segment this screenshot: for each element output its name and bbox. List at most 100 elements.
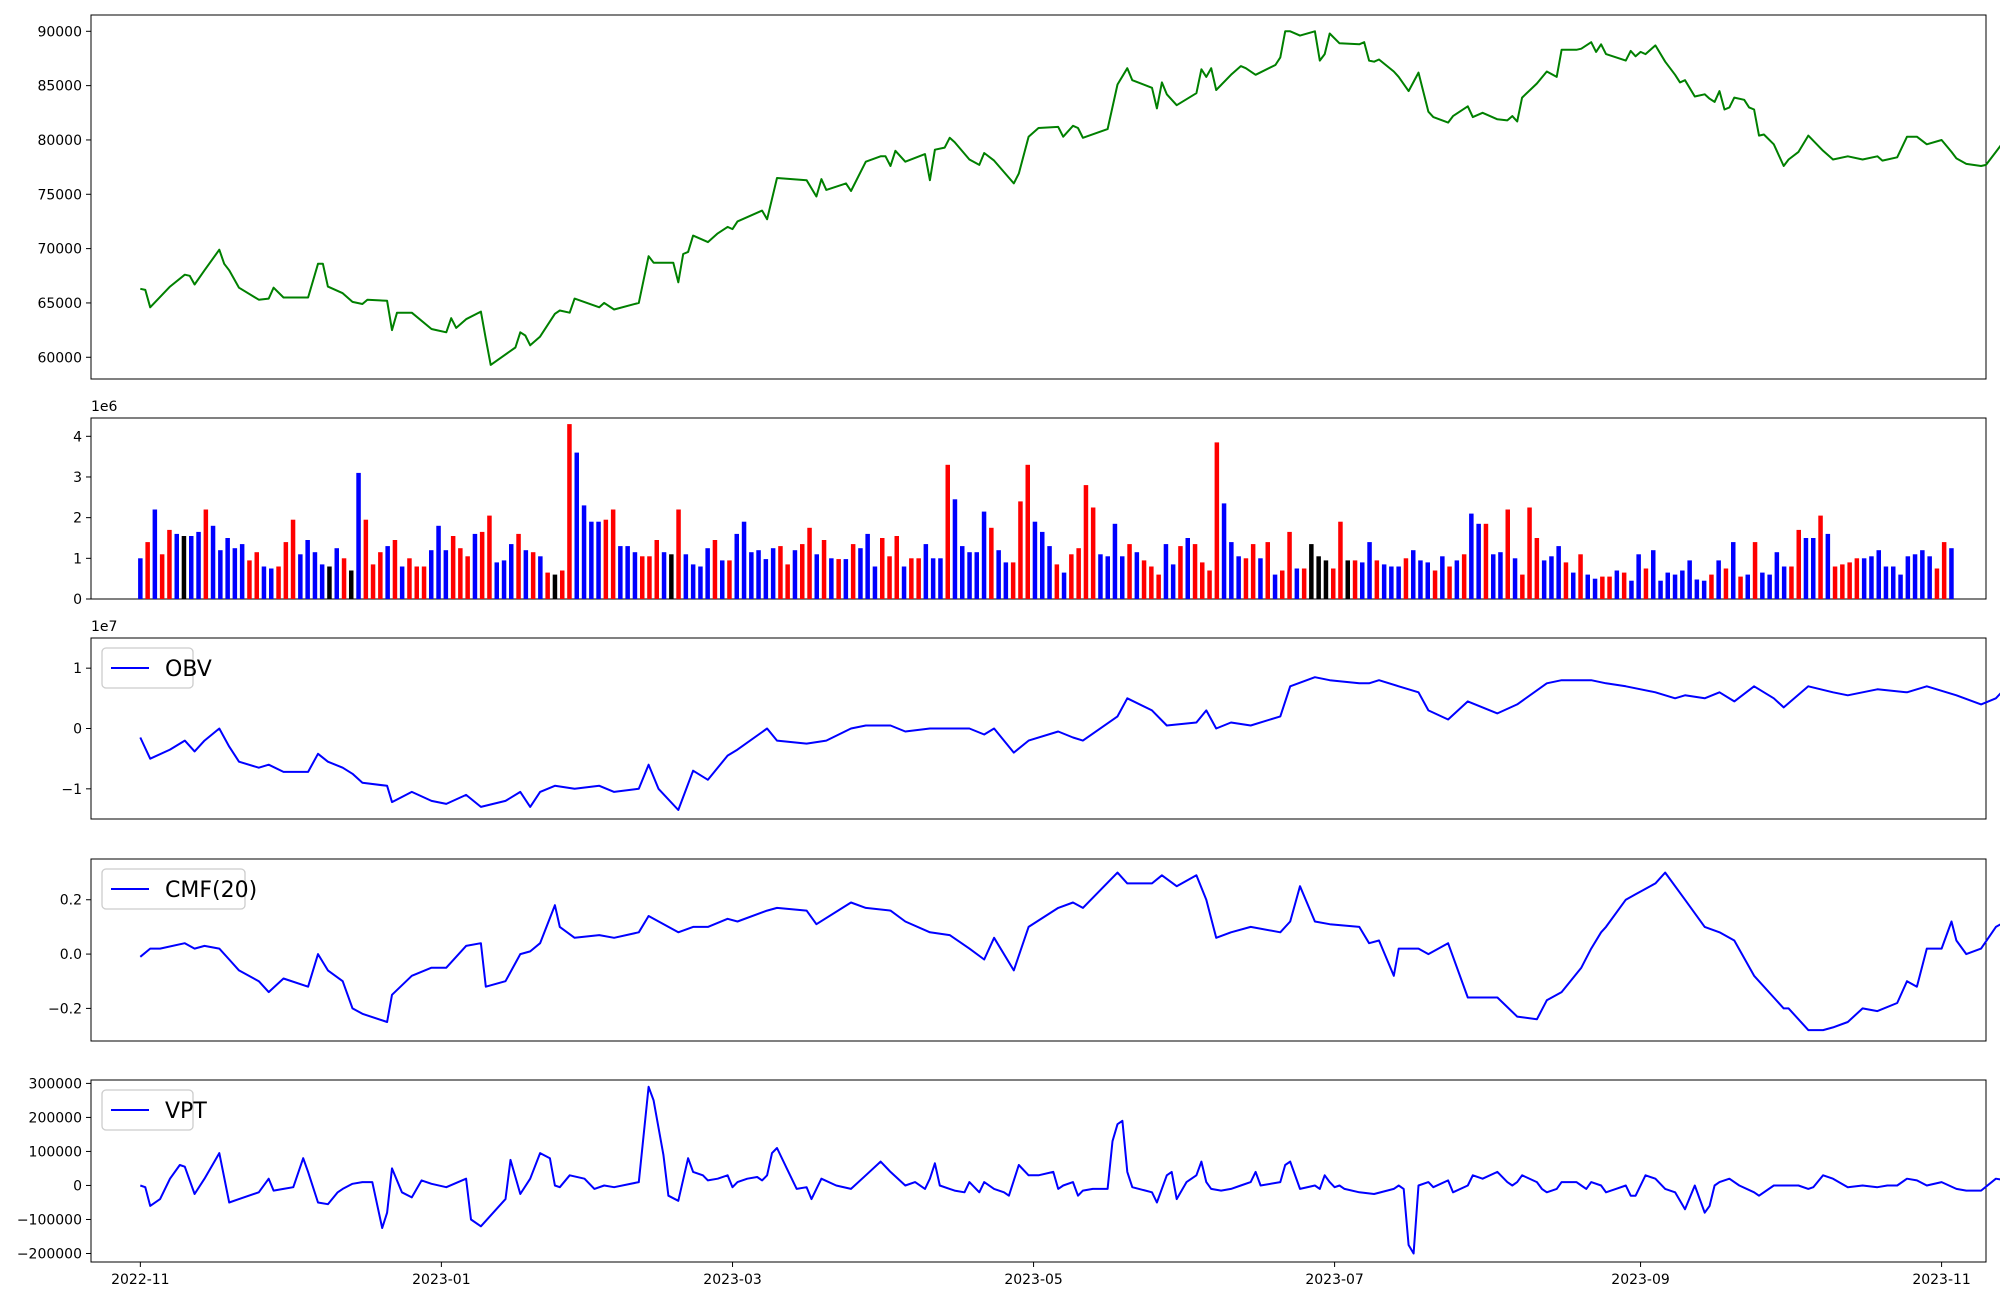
volume-bar [1541, 560, 1547, 599]
vpt-panel-frame [90, 1079, 1987, 1263]
volume-bar [1905, 556, 1911, 599]
volume-bar [1672, 574, 1678, 599]
volume-bar [283, 542, 289, 599]
volume-bar [734, 533, 739, 599]
volume-bar [858, 548, 863, 599]
volume-bar [930, 558, 936, 599]
volume-bar [698, 566, 703, 599]
volume-bar [152, 509, 158, 599]
volume-bar [1876, 550, 1881, 599]
volume-bar [218, 550, 223, 599]
volume-bar [1534, 538, 1540, 599]
volume-bar [923, 544, 929, 599]
volume-bar [1054, 564, 1060, 599]
obv-legend: OBV [101, 647, 212, 689]
volume-bar [407, 558, 412, 599]
volume-bar [203, 509, 209, 599]
volume-bar [1789, 566, 1794, 599]
volume-bar [290, 519, 296, 599]
volume-ytick-label: 1 [73, 551, 82, 567]
volume-bar [1301, 568, 1307, 599]
volume-bar [1192, 544, 1198, 599]
volume-bar [1731, 542, 1736, 599]
volume-bar [1323, 560, 1329, 599]
price-ytick-label: 60000 [37, 350, 82, 366]
volume-bar [1571, 572, 1576, 599]
volume-bar [647, 556, 652, 599]
volume-bar [196, 531, 201, 599]
volume-bar [1585, 574, 1590, 599]
volume-bar [596, 521, 601, 599]
volume-bar [1578, 554, 1583, 599]
volume-bar [1818, 515, 1823, 599]
volume-bar [1803, 538, 1809, 599]
volume-bar [312, 552, 318, 599]
volume-bar [821, 540, 827, 599]
volume-bar [1374, 560, 1380, 599]
volume-bar [1003, 562, 1009, 599]
volume-bar [1105, 556, 1110, 599]
volume-bar [1491, 554, 1496, 599]
volume-bar [1389, 566, 1394, 599]
volume-bar [1520, 574, 1525, 599]
price-ytick-label: 65000 [37, 296, 82, 312]
volume-bar [1156, 574, 1161, 599]
volume-bar [385, 546, 390, 599]
volume-bar [1592, 578, 1598, 599]
volume-bar [443, 550, 449, 599]
volume-bar [1556, 546, 1561, 599]
volume-bar [1243, 558, 1249, 599]
volume-bar [581, 505, 587, 599]
volume-bar [247, 560, 252, 599]
obv-ytick-label: 0 [73, 722, 82, 738]
volume-bar [1360, 562, 1365, 599]
volume-bar [225, 538, 230, 599]
volume-bar [429, 550, 434, 599]
price-ytick-label: 85000 [37, 79, 82, 95]
volume-bar [189, 536, 194, 599]
volume-bar [1651, 550, 1656, 599]
volume-bar [1643, 568, 1649, 599]
volume-bar [603, 519, 609, 599]
volume-bar [487, 515, 492, 599]
volume-bar [327, 566, 332, 599]
volume-bar [1207, 570, 1212, 599]
volume-bar [1563, 562, 1569, 599]
price-ytick-label: 90000 [37, 24, 82, 40]
volume-bar [814, 554, 819, 599]
volume-bar [349, 570, 354, 599]
volume-bar [1738, 576, 1743, 599]
volume-bar [1447, 566, 1452, 599]
volume-bar [1694, 579, 1700, 599]
volume-bar [996, 550, 1001, 599]
x-tick-label: 2023-05 [1004, 1272, 1063, 1288]
volume-bar [618, 546, 623, 599]
volume-bar [1076, 548, 1081, 599]
volume-bar [232, 548, 238, 599]
price-ytick-label: 70000 [37, 242, 82, 258]
volume-bar [1047, 546, 1052, 599]
volume-bar [1090, 507, 1096, 599]
volume-bar [1774, 552, 1780, 599]
volume-bar [1345, 560, 1350, 599]
volume-bar [1112, 523, 1118, 599]
price-line [140, 30, 2000, 366]
volume-bar [1498, 552, 1503, 599]
volume-bar [1163, 544, 1169, 599]
volume-bar [145, 542, 150, 599]
volume-bar [1221, 503, 1227, 599]
volume-bar [1621, 572, 1627, 599]
volume-bar [829, 558, 834, 599]
volume-bar [269, 568, 274, 599]
volume-bar [712, 540, 718, 599]
volume-bar [450, 536, 456, 599]
cmf-panel-frame [90, 858, 1987, 1042]
volume-bar [1949, 548, 1954, 599]
volume-bar [690, 564, 696, 599]
vpt-ytick-label: −100000 [17, 1212, 82, 1228]
volume-bar [1469, 513, 1474, 599]
volume-bar [421, 566, 427, 599]
volume-bar [1600, 576, 1605, 599]
volume-bar [523, 550, 529, 599]
volume-bar [800, 544, 805, 599]
